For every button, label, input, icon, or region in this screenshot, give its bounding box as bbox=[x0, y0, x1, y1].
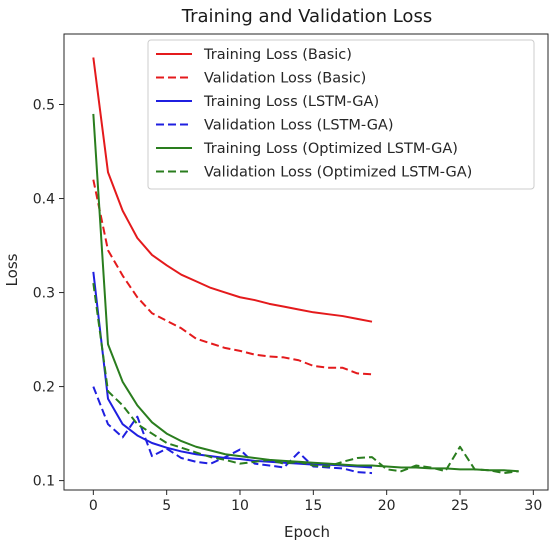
legend-label: Training Loss (LSTM-GA) bbox=[203, 94, 379, 110]
series-line-6 bbox=[92, 283, 519, 475]
legend-label: Training Loss (Optimized LSTM-GA) bbox=[203, 141, 458, 157]
legend-label: Training Loss (Basic) bbox=[203, 47, 352, 63]
y-tick-label: 0.5 bbox=[33, 98, 55, 114]
x-tick-label: 20 bbox=[378, 498, 396, 514]
x-tick-label: 0 bbox=[89, 498, 98, 514]
x-tick-label: 10 bbox=[231, 498, 249, 514]
x-axis: 0 5 10 15 20 25 30 bbox=[89, 490, 542, 514]
legend-label: Validation Loss (LSTM-GA) bbox=[204, 118, 394, 134]
y-axis-label: Loss bbox=[3, 253, 21, 286]
y-tick-label: 0.4 bbox=[33, 192, 55, 208]
x-tick-label: 30 bbox=[524, 498, 542, 514]
axes-frame bbox=[63, 33, 549, 491]
y-tick-label: 0.2 bbox=[33, 380, 55, 396]
y-tick-label: 0.3 bbox=[33, 286, 55, 302]
chart-title: Training and Validation Loss bbox=[181, 6, 432, 27]
x-tick-label: 25 bbox=[451, 498, 469, 514]
y-axis: 0.1 0.2 0.3 0.4 0.5 bbox=[33, 98, 64, 490]
legend-label: Validation Loss (Basic) bbox=[204, 71, 366, 87]
series-line-4 bbox=[92, 386, 373, 475]
x-axis-label: Epoch bbox=[284, 523, 330, 541]
legend-box bbox=[147, 39, 535, 190]
legend: Training Loss (Basic) Validation Loss (Ba… bbox=[147, 39, 535, 190]
y-tick-label: 0.1 bbox=[33, 474, 55, 490]
legend-label: Validation Loss (Optimized LSTM-GA) bbox=[204, 165, 472, 181]
series-line-3 bbox=[92, 271, 373, 469]
series-line-1 bbox=[92, 57, 373, 323]
x-tick-label: 5 bbox=[162, 498, 171, 514]
x-tick-label: 15 bbox=[304, 498, 322, 514]
series-line-2 bbox=[92, 179, 373, 376]
plot-area bbox=[92, 57, 519, 475]
